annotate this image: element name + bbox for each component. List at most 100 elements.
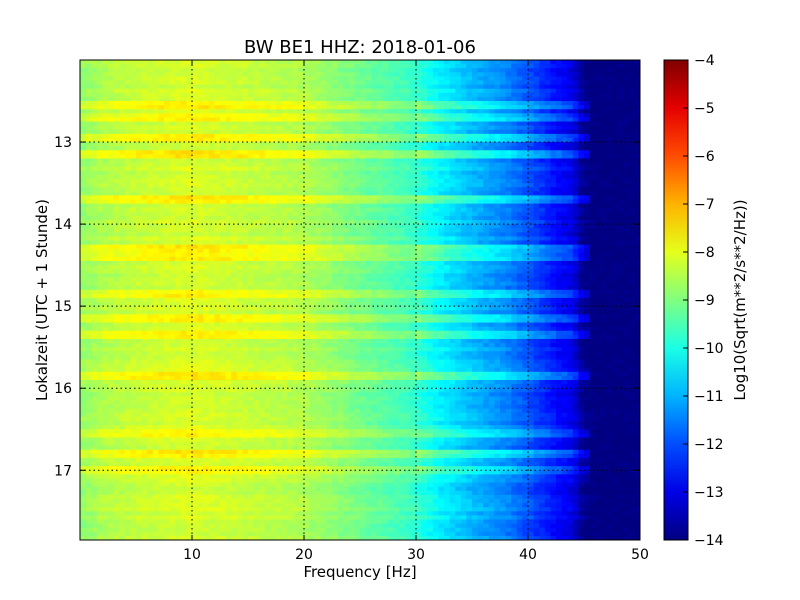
heatmap-cell	[264, 142, 271, 147]
heatmap-cell	[169, 154, 176, 159]
heatmap-cell	[287, 338, 294, 344]
heatmap-cell	[136, 380, 142, 385]
heatmap-cell	[231, 334, 238, 340]
heatmap-cell	[147, 404, 154, 410]
heatmap-cell	[281, 211, 288, 217]
heatmap-cell	[119, 494, 126, 500]
heatmap-cell	[147, 265, 154, 270]
heatmap-cell	[264, 170, 271, 176]
heatmap-cell	[270, 326, 277, 332]
heatmap-cell	[248, 519, 254, 524]
heatmap-cell	[304, 195, 310, 200]
heatmap-cell	[158, 380, 165, 385]
heatmap-cell	[220, 302, 226, 307]
heatmap-cell	[197, 355, 204, 360]
heatmap-cell	[236, 416, 243, 422]
heatmap-cell	[108, 80, 114, 86]
heatmap-cell	[113, 507, 120, 512]
heatmap-cell	[242, 113, 249, 118]
heatmap-cell	[130, 482, 137, 488]
heatmap-cell	[80, 429, 86, 434]
heatmap-cell	[85, 240, 92, 246]
heatmap-cell	[91, 244, 98, 250]
heatmap-cell	[130, 490, 137, 496]
heatmap-cell	[152, 474, 159, 479]
heatmap-cell	[220, 244, 226, 250]
heatmap-cell	[214, 203, 221, 209]
heatmap-cell	[214, 125, 221, 131]
heatmap-cell	[253, 191, 260, 196]
heatmap-cell	[141, 453, 148, 459]
heatmap-cell	[214, 535, 221, 541]
heatmap-cell	[292, 133, 299, 139]
heatmap-cell	[236, 277, 243, 282]
heatmap-cell	[197, 174, 204, 180]
heatmap-cell	[259, 105, 266, 110]
heatmap-cell	[208, 375, 215, 381]
heatmap-cell	[136, 470, 142, 475]
heatmap-cell	[304, 523, 310, 529]
heatmap-cell	[253, 170, 260, 176]
heatmap-cell	[85, 384, 92, 389]
heatmap-cell	[80, 535, 86, 541]
heatmap-cell	[147, 457, 154, 463]
heatmap-cell	[130, 338, 137, 344]
heatmap-cell	[102, 183, 109, 188]
heatmap-cell	[85, 285, 92, 291]
heatmap-cell	[80, 441, 86, 447]
heatmap-cell	[169, 285, 176, 291]
heatmap-cell	[169, 269, 176, 274]
heatmap-cell	[119, 371, 126, 377]
heatmap-cell	[203, 297, 210, 303]
heatmap-cell	[248, 187, 254, 192]
heatmap-cell	[264, 154, 271, 159]
heatmap-cell	[281, 535, 288, 541]
heatmap-cell	[197, 146, 204, 151]
heatmap-cell	[242, 146, 249, 151]
heatmap-cell	[270, 273, 277, 278]
heatmap-cell	[192, 351, 198, 356]
heatmap-cell	[208, 449, 215, 455]
heatmap-cell	[242, 207, 249, 213]
heatmap-cell	[214, 359, 221, 364]
heatmap-cell	[130, 416, 137, 422]
heatmap-cell	[214, 101, 221, 106]
heatmap-cell	[242, 343, 249, 348]
heatmap-cell	[231, 142, 238, 147]
heatmap-cell	[309, 302, 316, 307]
heatmap-cell	[248, 363, 254, 369]
heatmap-cell	[242, 318, 249, 323]
heatmap-cell	[130, 334, 137, 340]
heatmap-cell	[158, 125, 165, 131]
heatmap-cell	[304, 482, 310, 488]
heatmap-cell	[292, 236, 299, 241]
heatmap-cell	[192, 388, 198, 393]
heatmap-cell	[180, 174, 187, 180]
heatmap-cell	[192, 117, 198, 122]
heatmap-cell	[309, 507, 316, 512]
heatmap-cell	[108, 248, 114, 254]
heatmap-cell	[287, 302, 294, 307]
heatmap-cell	[108, 535, 114, 541]
heatmap-cell	[136, 211, 142, 217]
heatmap-cell	[197, 412, 204, 418]
heatmap-cell	[298, 236, 305, 241]
heatmap-cell	[298, 527, 305, 533]
heatmap-cell	[197, 170, 204, 176]
heatmap-cell	[208, 380, 215, 385]
heatmap-cell	[147, 199, 154, 204]
heatmap-cell	[309, 408, 316, 414]
heatmap-cell	[175, 400, 182, 406]
heatmap-cell	[253, 429, 260, 434]
heatmap-cell	[85, 142, 92, 147]
heatmap-cell	[192, 174, 198, 180]
heatmap-cell	[102, 174, 109, 180]
heatmap-cell	[186, 121, 193, 127]
heatmap-cell	[192, 220, 198, 225]
heatmap-cell	[80, 396, 86, 401]
heatmap-cell	[248, 236, 254, 241]
heatmap-cell	[186, 297, 193, 303]
heatmap-cell	[124, 146, 131, 151]
heatmap-cell	[208, 425, 215, 430]
heatmap-cell	[136, 306, 142, 311]
